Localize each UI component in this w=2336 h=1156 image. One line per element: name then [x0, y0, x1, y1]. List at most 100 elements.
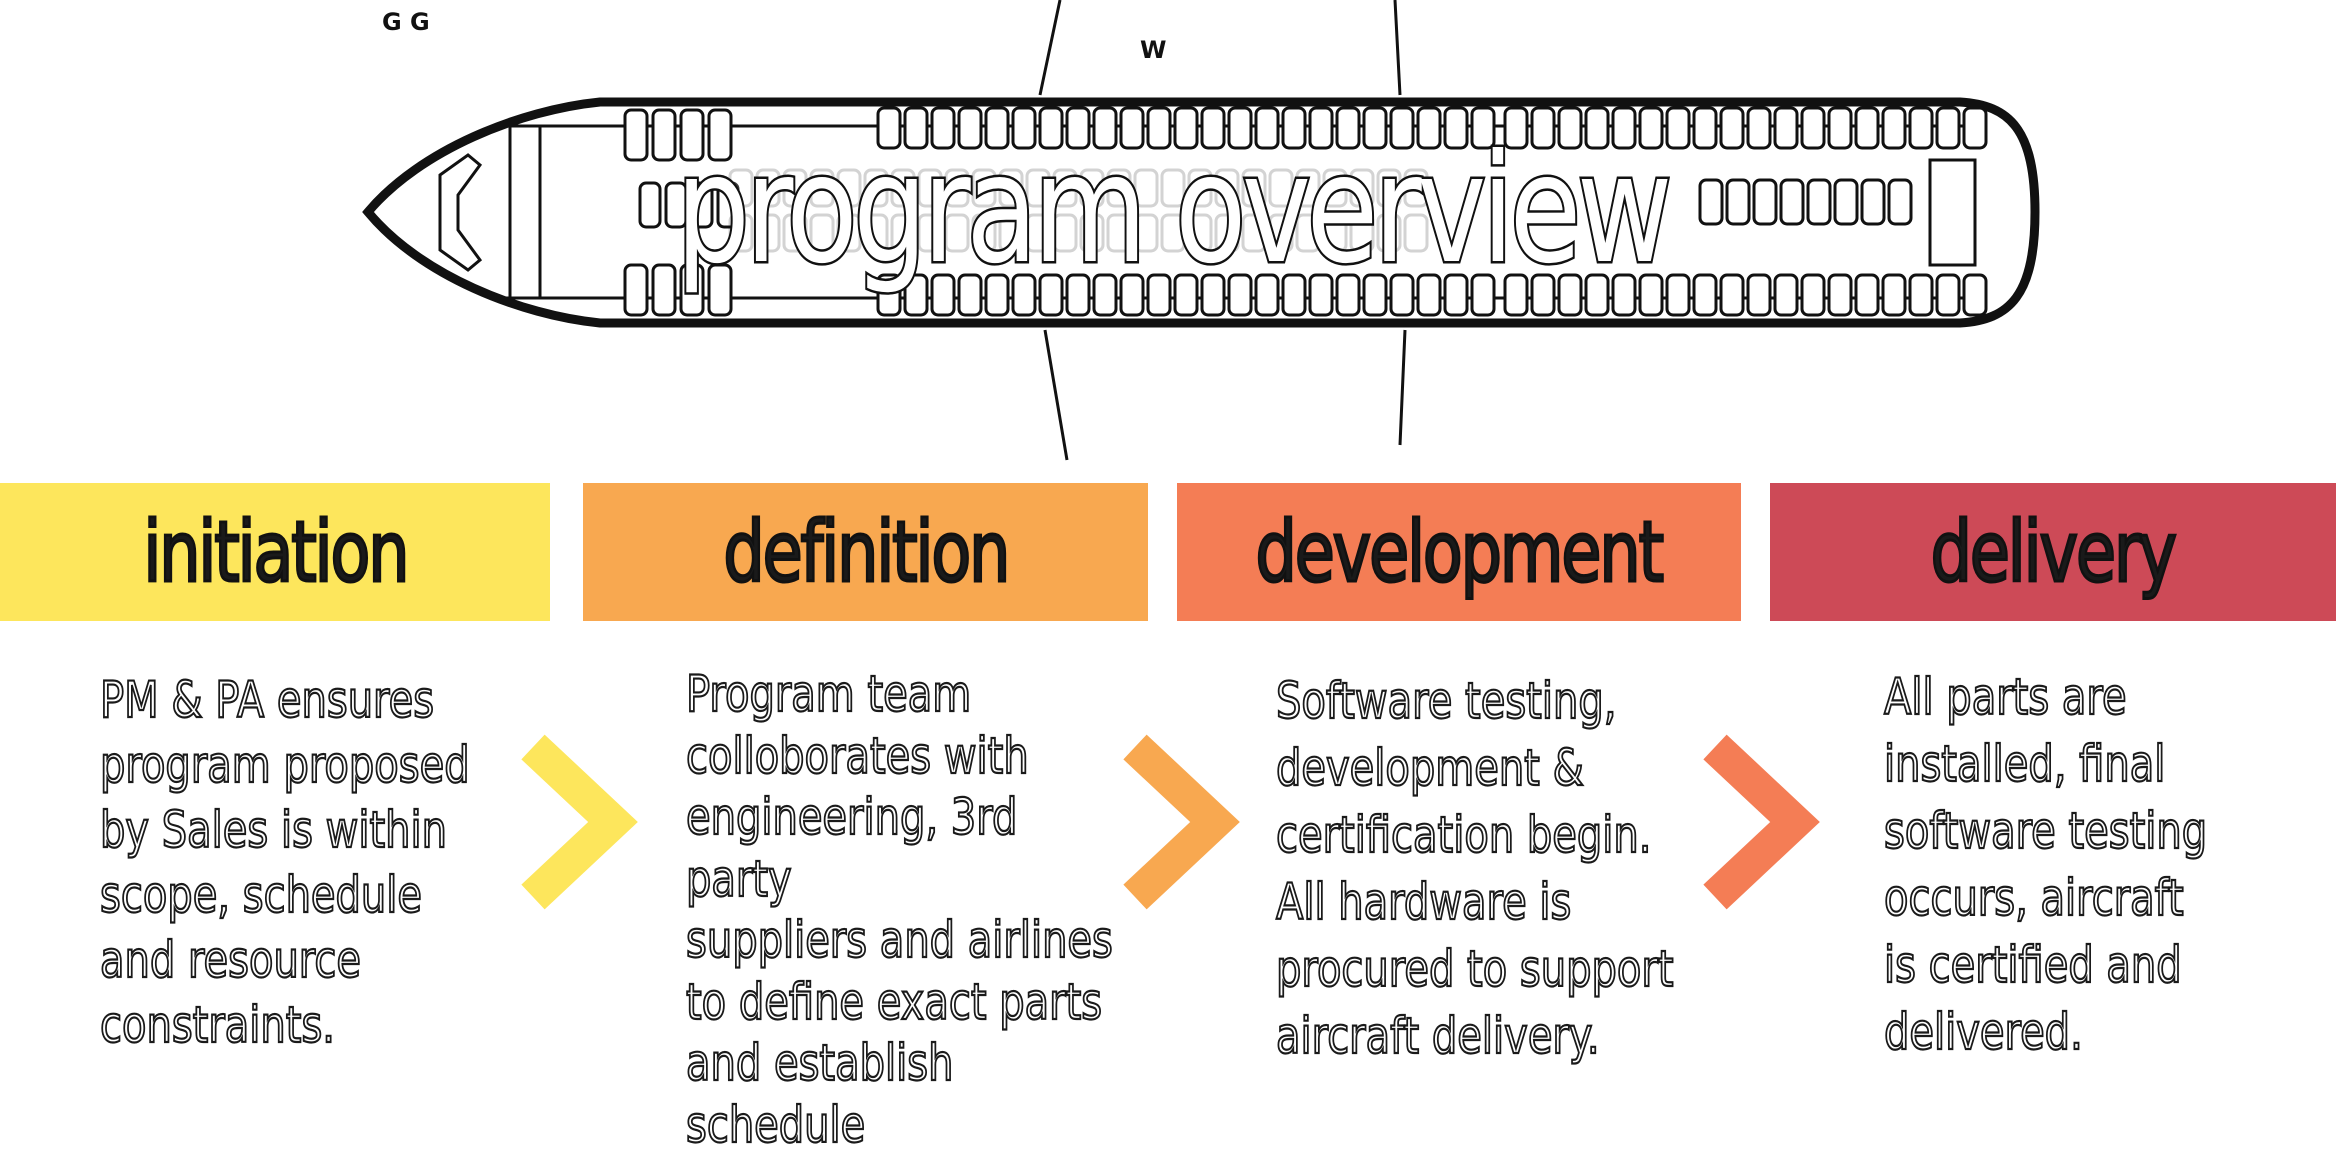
- seat: [1416, 273, 1442, 317]
- seat: [1200, 106, 1226, 150]
- seat: [1092, 273, 1118, 317]
- seat: [1443, 106, 1469, 150]
- seat: [957, 273, 983, 317]
- seat: [1173, 273, 1199, 317]
- seat: [1119, 106, 1145, 150]
- seat: [1584, 273, 1610, 317]
- seat: [1295, 168, 1321, 208]
- seat: [1470, 106, 1496, 150]
- seat: [1065, 106, 1091, 150]
- seat: [1908, 273, 1934, 317]
- seat: [1665, 273, 1691, 317]
- seat: [690, 181, 714, 229]
- seat: [1052, 213, 1078, 253]
- seat: [1160, 213, 1186, 253]
- seat: [679, 108, 705, 162]
- seat: [1611, 106, 1637, 150]
- seat: [1860, 178, 1886, 226]
- seat: [1119, 273, 1145, 317]
- seat: [1935, 106, 1961, 150]
- seat: [971, 168, 997, 208]
- seat: [1638, 106, 1664, 150]
- seat: [1133, 168, 1159, 208]
- seat: [1038, 106, 1064, 150]
- seat: [903, 106, 929, 150]
- seat: [1335, 106, 1361, 150]
- fuselage-outline: [362, 97, 2040, 328]
- seat: [1214, 213, 1240, 253]
- phase-initiation-description: PM & PA ensures program proposed by Sale…: [99, 670, 470, 1055]
- seat: [1187, 213, 1213, 253]
- seat: [1268, 213, 1294, 253]
- seat: [1133, 213, 1159, 253]
- seat: [1854, 106, 1880, 150]
- cockpit: [438, 153, 483, 272]
- seat: [917, 213, 943, 253]
- seat-letters-label: G G: [382, 8, 430, 36]
- aircraft-seatmap-illustration: [362, 0, 2040, 461]
- seat: [1800, 273, 1826, 317]
- seat: [623, 108, 649, 162]
- seat: [1827, 273, 1853, 317]
- seat: [1443, 273, 1469, 317]
- seat: [1470, 273, 1496, 317]
- seat: [984, 106, 1010, 150]
- phase-delivery-title: delivery: [1930, 503, 2179, 601]
- seat: [876, 273, 902, 317]
- page-title: program overview: [674, 123, 1675, 297]
- seat: [1295, 213, 1321, 253]
- wing-bottom: [1043, 329, 1407, 461]
- seat: [1281, 106, 1307, 150]
- seat: [1773, 106, 1799, 150]
- seat: [651, 263, 677, 317]
- phase-initiation-title: initiation: [142, 503, 411, 601]
- seat: [1503, 273, 1529, 317]
- seat: [1725, 178, 1751, 226]
- seat: [1833, 178, 1859, 226]
- wing-marker-label: W: [1140, 36, 1167, 64]
- seat: [1322, 213, 1348, 253]
- seat: [728, 213, 754, 253]
- seat: [809, 213, 835, 253]
- seat: [1200, 273, 1226, 317]
- seat: [782, 213, 808, 253]
- seat: [903, 273, 929, 317]
- seat: [1665, 106, 1691, 150]
- seat: [1611, 273, 1637, 317]
- seat: [1011, 273, 1037, 317]
- seat: [1052, 168, 1078, 208]
- seat: [1092, 106, 1118, 150]
- seat: [1011, 106, 1037, 150]
- seat: [998, 168, 1024, 208]
- seat: [707, 263, 733, 317]
- phase-definition-description: Program team colloborates with engineeri…: [685, 664, 1114, 1155]
- seat: [971, 213, 997, 253]
- seat: [1806, 178, 1832, 226]
- seat: [1887, 178, 1913, 226]
- seat: [1908, 106, 1934, 150]
- seat: [1322, 168, 1348, 208]
- seat: [1935, 273, 1961, 317]
- seat: [679, 263, 705, 317]
- wing-top: [1038, 0, 1402, 96]
- seat: [1746, 273, 1772, 317]
- phase-definition-band: definition: [583, 483, 1148, 621]
- seat: [1854, 273, 1880, 317]
- seat: [1308, 273, 1334, 317]
- seat: [1308, 106, 1334, 150]
- seat: [930, 106, 956, 150]
- phase-initiation-band: initiation: [0, 483, 550, 621]
- seat: [1025, 213, 1051, 253]
- seat: [1389, 106, 1415, 150]
- seat: [890, 168, 916, 208]
- seat: [1173, 106, 1199, 150]
- seat: [1254, 106, 1280, 150]
- seat: [782, 168, 808, 208]
- seat: [836, 213, 862, 253]
- seat: [1268, 168, 1294, 208]
- phase-delivery-band: delivery: [1770, 483, 2336, 621]
- phase-development-title: development: [1255, 503, 1666, 601]
- seat: [1362, 106, 1388, 150]
- seat: [1530, 273, 1556, 317]
- seat: [1746, 106, 1772, 150]
